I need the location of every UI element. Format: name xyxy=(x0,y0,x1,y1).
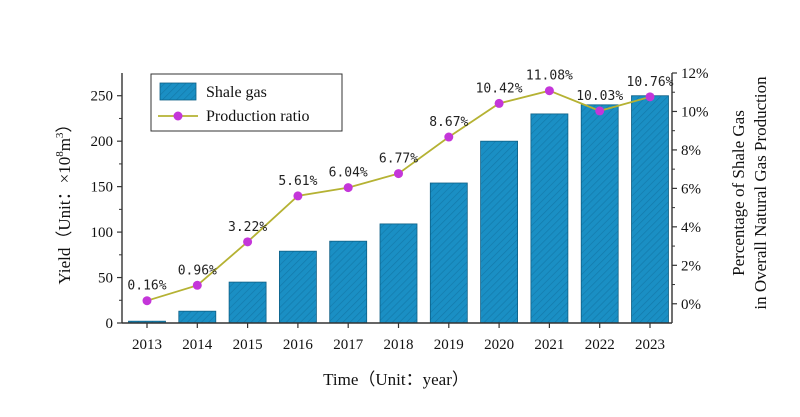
left-tick-label: 50 xyxy=(98,271,113,287)
x-tick-label: 2016 xyxy=(283,337,314,353)
left-y-axis-title-unit: m xyxy=(55,138,74,151)
right-tick-label: 2% xyxy=(681,258,701,274)
left-y-axis-title-main: Yield（Unit：×10 xyxy=(55,157,74,285)
right-tick-label: 12% xyxy=(681,66,709,82)
ratio-label-2019: 8.67% xyxy=(429,115,468,130)
x-tick-label: 2013 xyxy=(132,337,162,353)
left-y-axis-title: Yield（Unit：×108m3） xyxy=(54,116,74,285)
ratio-label-2022: 10.03% xyxy=(576,89,623,104)
bar-2018 xyxy=(379,223,418,324)
ratio-label-2013: 0.16% xyxy=(127,279,166,294)
right-y-axis-title-line1: Percentage of Shale Gas xyxy=(729,110,748,276)
x-tick-label: 2015 xyxy=(233,337,263,353)
ratio-point-2019 xyxy=(444,132,454,142)
ratio-point-2015 xyxy=(243,237,253,247)
bar-2016 xyxy=(278,250,317,324)
bar-2021 xyxy=(530,113,569,324)
right-tick-label: 0% xyxy=(681,297,701,313)
left-y-axis-title-sup2: 3 xyxy=(54,132,66,138)
ratio-label-2017: 6.04% xyxy=(329,166,368,181)
bar-2022 xyxy=(580,104,619,324)
ratio-point-2013 xyxy=(142,296,152,306)
ratio-label-2018: 6.77% xyxy=(379,152,418,167)
left-y-axis-title-end: ） xyxy=(55,116,74,133)
ratio-label-2021: 11.08% xyxy=(526,69,573,84)
bar-2019 xyxy=(429,182,468,324)
right-axis-ticks: 0% 2% 4% 6% 8% 10% 12% xyxy=(672,66,709,313)
x-tick-label: 2018 xyxy=(384,337,414,353)
x-tick-label: 2022 xyxy=(585,337,615,353)
right-tick-label: 6% xyxy=(681,181,701,197)
x-tick-label: 2020 xyxy=(484,337,514,353)
ratio-point-2017 xyxy=(343,183,353,193)
x-tick-label: 2017 xyxy=(333,337,364,353)
legend-swatch-shale-gas xyxy=(159,82,197,101)
ratio-point-2022 xyxy=(595,106,605,116)
legend-label-production-ratio: Production ratio xyxy=(206,108,310,125)
bar-2015 xyxy=(228,281,267,324)
x-tick-label: 2021 xyxy=(534,337,564,353)
x-axis-title: Time（Unit：year） xyxy=(323,370,469,389)
ratio-label-2020: 10.42% xyxy=(476,81,523,96)
ratio-label-2016: 5.61% xyxy=(278,174,317,189)
ratio-line-layer xyxy=(142,86,655,306)
left-axis-ticks: 0 50 100 150 200 250 xyxy=(91,89,122,332)
left-tick-label: 0 xyxy=(106,316,114,332)
bar-2020 xyxy=(480,140,519,324)
right-tick-label: 4% xyxy=(681,220,701,236)
bar-2023 xyxy=(631,95,669,324)
data-labels-layer: 0.16% 0.96% 3.22% 5.61% 6.04% 6.77% 8.67% 10.42… xyxy=(127,69,673,294)
ratio-label-2015: 3.22% xyxy=(228,220,267,235)
left-tick-label: 250 xyxy=(91,89,114,105)
ratio-point-2016 xyxy=(293,191,303,201)
ratio-point-2021 xyxy=(544,86,554,96)
x-tick-label: 2023 xyxy=(635,337,665,353)
right-tick-label: 8% xyxy=(681,143,701,159)
right-y-axis-title-line2: in Overall Natural Gas Production xyxy=(751,76,770,310)
ratio-point-2018 xyxy=(394,169,403,179)
legend-label-shale-gas: Shale gas xyxy=(206,84,267,101)
ratio-label-2014: 0.96% xyxy=(178,263,217,278)
x-tick-label: 2014 xyxy=(182,337,213,353)
left-tick-label: 100 xyxy=(91,225,114,241)
x-tick-label: 2019 xyxy=(434,337,464,353)
x-axis-ticks: 2013 2014 2015 2016 2017 2018 2019 2020 2021 2022… xyxy=(132,323,665,353)
bars-layer xyxy=(128,95,669,324)
right-tick-label: 10% xyxy=(681,104,709,120)
ratio-point-2014 xyxy=(192,280,202,290)
bar-2014 xyxy=(178,310,217,324)
left-tick-label: 150 xyxy=(91,180,114,196)
legend: Shale gas Production ratio xyxy=(150,73,343,132)
left-tick-label: 200 xyxy=(91,134,114,150)
ratio-point-2023 xyxy=(645,92,655,102)
bar-2017 xyxy=(329,240,368,324)
ratio-label-2023: 10.76% xyxy=(627,75,674,90)
ratio-point-2020 xyxy=(494,98,504,108)
left-y-axis-title-sup: 8 xyxy=(54,151,66,157)
legend-marker-production-ratio xyxy=(173,111,183,121)
